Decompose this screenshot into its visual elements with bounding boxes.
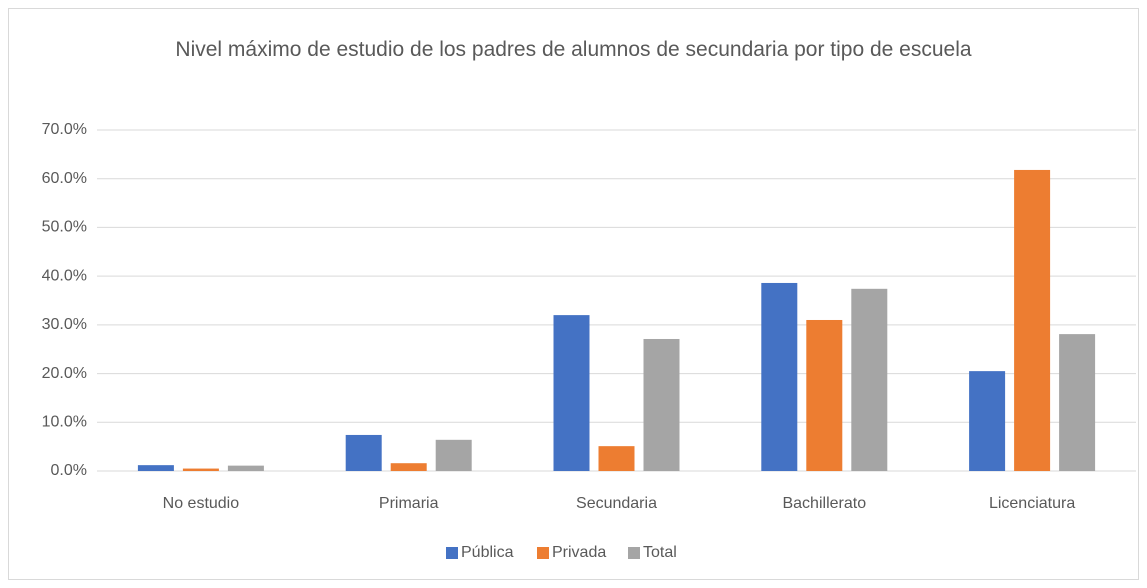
chart-title: Nivel máximo de estudio de los padres de… bbox=[175, 38, 972, 61]
y-tick-label: 50.0% bbox=[42, 219, 87, 236]
bar bbox=[761, 282, 798, 471]
bar bbox=[1059, 334, 1096, 471]
chart-border bbox=[8, 8, 1139, 580]
legend-label: Privada bbox=[552, 544, 606, 561]
legend-swatch bbox=[446, 547, 458, 559]
bar bbox=[643, 338, 680, 471]
y-tick-label: 40.0% bbox=[42, 267, 87, 284]
bar bbox=[1014, 169, 1051, 471]
y-tick-label: 70.0% bbox=[42, 121, 87, 138]
x-tick-label: Bachillerato bbox=[782, 495, 866, 512]
x-tick-label: No estudio bbox=[163, 495, 240, 512]
x-tick-label: Primaria bbox=[379, 495, 439, 512]
bar bbox=[553, 315, 590, 471]
bar bbox=[851, 288, 888, 471]
x-tick-label: Licenciatura bbox=[989, 495, 1075, 512]
bar bbox=[227, 465, 264, 471]
x-tick-label: Secundaria bbox=[576, 495, 657, 512]
legend-swatch bbox=[537, 547, 549, 559]
y-tick-label: 20.0% bbox=[42, 365, 87, 382]
bar bbox=[969, 371, 1006, 471]
bar bbox=[435, 439, 472, 471]
legend-label: Total bbox=[643, 544, 677, 561]
legend-swatch bbox=[628, 547, 640, 559]
bar bbox=[137, 465, 174, 471]
bar bbox=[598, 446, 635, 471]
bar bbox=[390, 463, 427, 471]
legend-label: Pública bbox=[461, 544, 514, 561]
y-tick-label: 60.0% bbox=[42, 170, 87, 187]
bar bbox=[806, 319, 843, 471]
bar bbox=[345, 434, 382, 471]
y-tick-label: 10.0% bbox=[42, 414, 87, 431]
y-tick-label: 30.0% bbox=[42, 316, 87, 333]
bar bbox=[182, 468, 219, 471]
y-tick-label: 0.0% bbox=[51, 462, 87, 479]
